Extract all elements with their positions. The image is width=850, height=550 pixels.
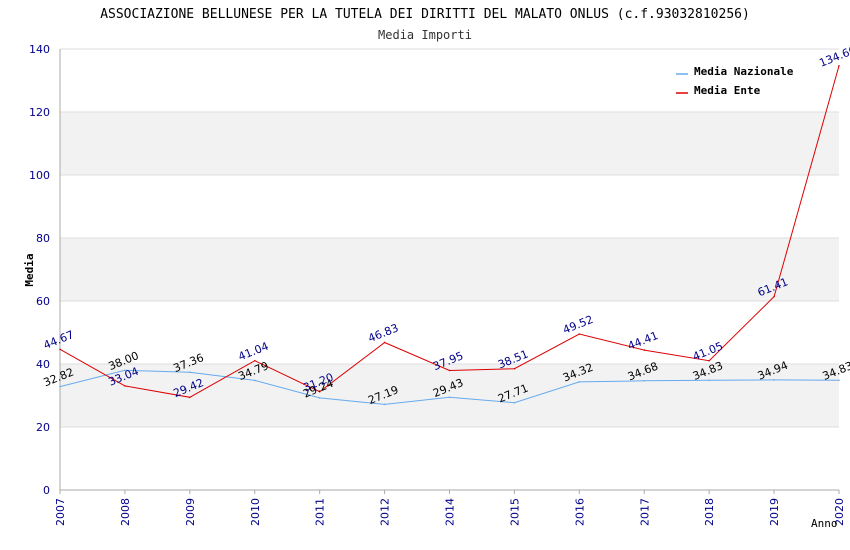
- grid-band: [60, 238, 839, 301]
- y-tick-label: 60: [36, 295, 50, 308]
- data-label: 46.83: [366, 321, 400, 345]
- x-tick-label: 2014: [444, 498, 457, 526]
- legend: Media Nazionale Media Ente: [676, 65, 794, 97]
- x-axis: 2007 2008 2009 2010 2011 2012 2014 2015 2016 2017…: [54, 489, 846, 526]
- x-axis-label: Anno: [811, 517, 838, 530]
- x-tick-label: 2016: [573, 498, 586, 526]
- x-tick-label: 2020: [833, 498, 846, 526]
- x-tick-label: 2012: [379, 498, 392, 526]
- data-point: [448, 396, 451, 399]
- data-point: [643, 379, 646, 382]
- y-tick-label: 40: [36, 358, 50, 371]
- chart-subtitle: Media Importi: [378, 28, 472, 42]
- data-point: [59, 385, 61, 388]
- plot-background: [60, 112, 839, 427]
- data-point: [253, 379, 256, 382]
- y-tick-label: 120: [29, 106, 50, 119]
- x-tick-label: 2015: [508, 498, 521, 526]
- x-tick-label: 2018: [703, 498, 716, 526]
- legend-label: Media Ente: [694, 84, 761, 97]
- data-point: [124, 369, 126, 372]
- data-point: [578, 381, 581, 383]
- y-tick-label: 80: [36, 232, 50, 245]
- x-tick-label: 2019: [768, 498, 781, 526]
- y-tick-label: 100: [29, 169, 50, 182]
- x-tick-label: 2011: [314, 498, 327, 526]
- data-point: [253, 359, 256, 362]
- grid-band: [60, 364, 839, 427]
- data-label: 44.41: [626, 329, 660, 353]
- data-point: [383, 403, 386, 406]
- data-point: [448, 369, 451, 372]
- data-point: [643, 349, 646, 351]
- chart-title: ASSOCIAZIONE BELLUNESE PER LA TUTELA DEI…: [100, 7, 750, 22]
- x-tick-label: 2010: [249, 498, 262, 526]
- data-point: [383, 341, 386, 344]
- data-point: [578, 333, 581, 335]
- series-layer: [59, 65, 840, 406]
- data-point: [189, 396, 191, 399]
- data-label: 44.67: [42, 328, 76, 352]
- data-point: [513, 367, 516, 370]
- data-point: [838, 379, 840, 382]
- x-tick-label: 2008: [119, 498, 132, 526]
- data-point: [773, 379, 775, 381]
- data-point: [513, 401, 516, 404]
- data-point: [838, 65, 840, 67]
- x-tick-label: 2009: [184, 498, 197, 526]
- legend-label: Media Nazionale: [694, 65, 794, 78]
- y-tick-label: 20: [36, 421, 50, 434]
- x-tick-label: 2007: [54, 498, 67, 526]
- y-axis: 0 20 40 60 80 100 120 140: [29, 43, 839, 497]
- data-label: 134.66: [817, 43, 850, 69]
- data-point: [318, 397, 321, 399]
- data-point: [318, 390, 321, 393]
- y-axis-label: Media: [23, 253, 36, 286]
- data-point: [189, 371, 191, 374]
- grid-band: [60, 112, 839, 175]
- data-point: [124, 385, 126, 387]
- data-point: [708, 359, 710, 362]
- data-point: [708, 379, 710, 382]
- x-tick-label: 2017: [638, 498, 651, 526]
- y-tick-label: 140: [29, 43, 50, 56]
- y-tick-label: 0: [43, 484, 50, 497]
- data-label: 49.52: [561, 313, 595, 337]
- data-point: [773, 295, 775, 298]
- data-point: [59, 348, 61, 351]
